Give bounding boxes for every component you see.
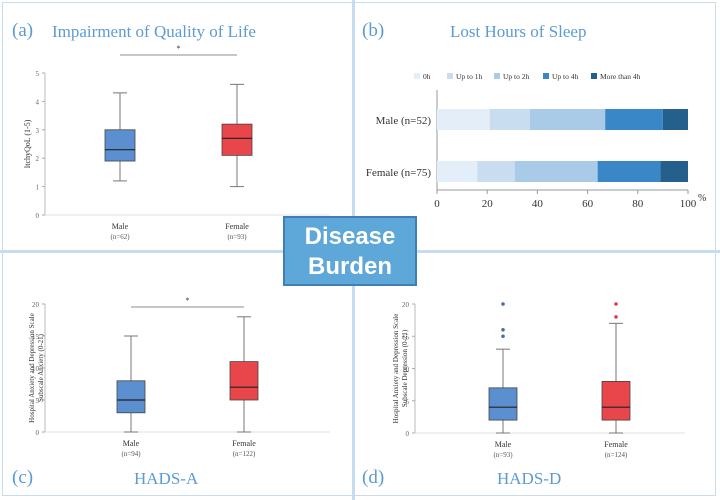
group-label: Female: [225, 222, 249, 231]
outlier-point: [501, 302, 505, 306]
legend-label: More than 4h: [600, 72, 641, 81]
x-tick-label: 60: [582, 198, 594, 210]
y-tick-label: 10: [32, 365, 40, 373]
y-axis-label: ItchyQoL (1-5): [23, 119, 32, 168]
panel-b-letter: (b): [362, 20, 385, 41]
y-tick-label: 15: [402, 333, 410, 341]
panel-a-letter: (a): [12, 20, 34, 41]
bar-segment-more-than-4h: [662, 109, 688, 130]
legend-swatch: [591, 73, 597, 79]
disease-burden-line1: Disease: [304, 223, 396, 250]
y-tick-label: 15: [32, 333, 40, 341]
bar-segment-up-to-4h: [605, 109, 663, 130]
y-axis-label: Hospital Anxiety and Depression Scale: [392, 314, 400, 424]
y-tick-label: 2: [36, 155, 40, 163]
bar-segment-up-to-2h: [514, 161, 598, 182]
box-female: [601, 380, 631, 421]
box-male: [488, 387, 518, 421]
group-label: Male: [123, 439, 140, 448]
box-male: [104, 129, 136, 162]
y-tick-label: 3: [36, 127, 40, 135]
panel-a-title: Impairment of Quality of Life: [52, 22, 256, 41]
group-n-label: (n=93): [493, 451, 513, 459]
bar-segment-up-to-2h: [529, 109, 606, 130]
x-unit-label: %: [698, 193, 706, 204]
legend-label: 0h: [423, 72, 431, 81]
y-tick-label: 5: [36, 397, 40, 405]
y-axis-label: Subscale Anxiety (0-21): [37, 333, 45, 402]
disease-burden-label: Disease Burden: [283, 216, 417, 286]
panel-d-title: HADS-D: [497, 469, 562, 488]
significance-marker: *: [177, 44, 181, 53]
y-axis-label: Subscale Depression (0-21): [401, 329, 409, 407]
panel-c-letter: (c): [12, 467, 34, 488]
group-label: Female: [604, 440, 628, 449]
bar-segment-up-to-1h: [489, 109, 530, 130]
y-tick-label: 0: [406, 430, 410, 438]
y-tick-label: 0: [36, 429, 40, 437]
y-tick-label: 10: [402, 366, 410, 374]
outlier-point: [501, 334, 505, 339]
legend-label: Up to 1h: [456, 72, 483, 81]
significance-marker: *: [186, 296, 190, 305]
panel-d-letter: (d): [362, 467, 385, 488]
group-label: Male: [495, 440, 512, 449]
box-male: [116, 380, 146, 414]
group-n-label: (n=62): [110, 233, 130, 241]
x-tick-label: 80: [632, 198, 644, 210]
group-n-label: (n=124): [605, 451, 628, 459]
figure-frame: [2, 2, 716, 496]
group-n-label: (n=94): [121, 450, 141, 458]
bar-segment-more-than-4h: [660, 161, 688, 182]
legend-label: Up to 2h: [503, 72, 530, 81]
legend-swatch: [414, 73, 420, 79]
category-label: Female (n=75): [366, 167, 431, 179]
legend-label: Up to 4h: [552, 72, 579, 81]
disease-burden-line2: Burden: [308, 253, 392, 280]
panel-b-title: Lost Hours of Sleep: [450, 22, 587, 41]
group-n-label: (n=122): [233, 450, 256, 458]
bar-segment-0h: [437, 109, 490, 130]
x-tick-label: 20: [482, 198, 494, 210]
group-n-label: (n=93): [227, 233, 247, 241]
y-tick-label: 20: [32, 301, 40, 309]
category-label: Male (n=52): [376, 115, 432, 127]
legend-swatch: [494, 73, 500, 79]
outlier-point: [614, 302, 618, 306]
group-label: Male: [112, 222, 129, 231]
outlier-point: [501, 328, 505, 332]
y-tick-label: 5: [36, 70, 40, 78]
y-tick-label: 1: [36, 184, 40, 192]
box-female: [221, 123, 253, 156]
y-tick-label: 20: [402, 301, 410, 309]
outlier-point: [614, 315, 618, 319]
y-tick-label: 4: [36, 98, 40, 106]
bar-segment-up-to-1h: [477, 161, 515, 182]
bar-segment-0h: [437, 161, 478, 182]
x-tick-label: 0: [434, 198, 440, 210]
group-label: Female: [232, 439, 256, 448]
y-tick-label: 0: [36, 212, 40, 220]
y-tick-label: 5: [406, 398, 410, 406]
legend-swatch: [447, 73, 453, 79]
box-female: [229, 361, 259, 401]
bar-segment-up-to-4h: [597, 161, 661, 182]
panel-c-title: HADS-A: [134, 469, 199, 488]
x-tick-label: 40: [532, 198, 544, 210]
y-axis-label: Hospital Anxiety and Depression Scale: [28, 313, 36, 423]
x-tick-label: 100: [680, 198, 697, 210]
legend-swatch: [543, 73, 549, 79]
